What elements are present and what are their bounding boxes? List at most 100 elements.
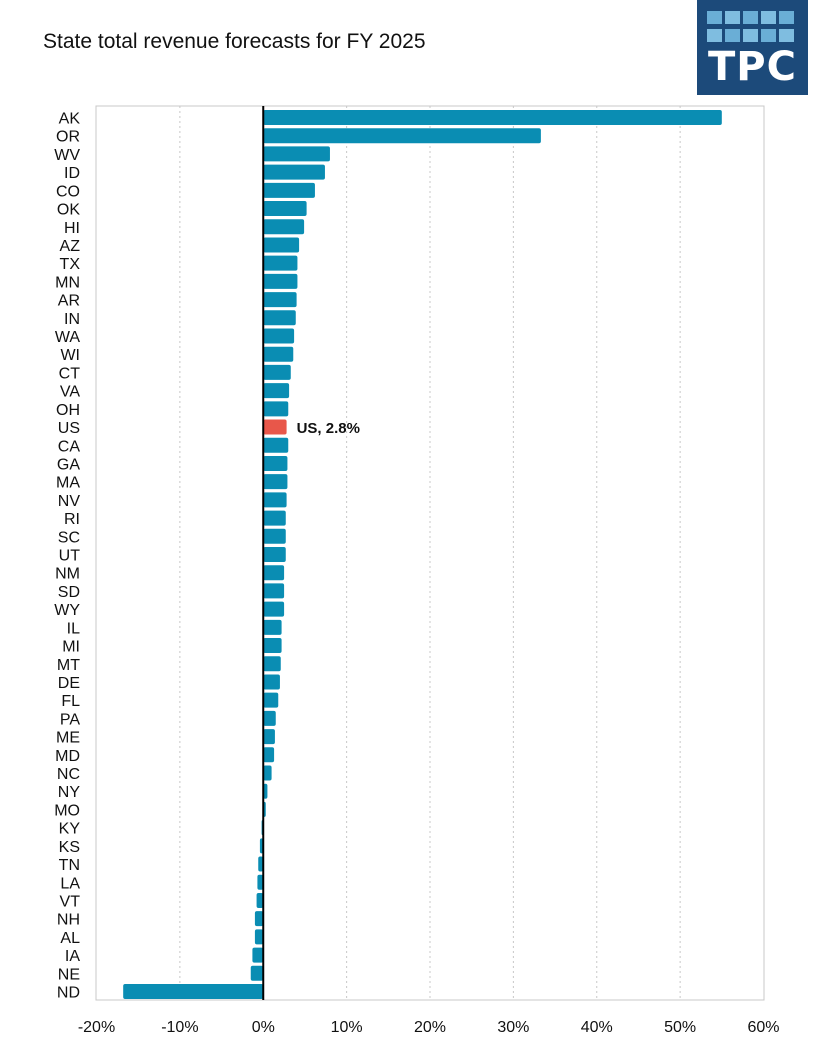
x-tick-label: 30% [497, 1019, 529, 1036]
category-label: FL [61, 693, 80, 710]
bar-ny [263, 783, 268, 799]
bar-vt [256, 892, 264, 908]
category-label: NE [58, 966, 80, 983]
category-label: OH [56, 402, 80, 419]
category-label: LA [60, 875, 80, 892]
logo-tile [779, 11, 794, 24]
category-label: KS [59, 839, 80, 856]
bar-fl [263, 692, 279, 708]
category-label: KY [59, 821, 81, 838]
category-label: NV [58, 493, 81, 510]
category-label: TN [59, 857, 80, 874]
bar-az [263, 237, 300, 253]
category-label: HI [64, 220, 80, 237]
annotation-label: US, 2.8% [297, 420, 360, 437]
category-label: VA [60, 384, 80, 401]
bar-nv [263, 492, 287, 508]
category-label: CO [56, 183, 80, 200]
category-label: TX [60, 256, 81, 273]
category-label: NM [55, 566, 80, 583]
category-label: MD [55, 748, 80, 765]
logo-tile [725, 29, 740, 42]
category-label: NY [58, 784, 81, 801]
bar-ak [263, 110, 722, 125]
x-tick-label: 50% [664, 1019, 696, 1036]
bar-al [254, 929, 264, 945]
category-label: MN [55, 274, 80, 291]
category-label: AK [59, 111, 81, 128]
chart-title: State total revenue forecasts for FY 202… [43, 30, 426, 53]
bar-ri [263, 510, 286, 526]
bar-co [263, 182, 315, 198]
bar-nd [123, 984, 264, 999]
bar-nh [254, 911, 264, 927]
category-label: AR [58, 293, 80, 310]
category-label: PA [60, 711, 80, 728]
category-label: MA [56, 475, 80, 492]
bar-il [263, 619, 282, 635]
category-label: IA [65, 948, 80, 965]
logo-tile [761, 29, 776, 42]
bar-wv [263, 146, 330, 162]
category-label: WI [60, 347, 80, 364]
bar-nc [263, 765, 272, 781]
category-label: IN [64, 311, 80, 328]
bar-tx [263, 255, 298, 271]
logo-tile [707, 29, 722, 42]
category-label: MT [57, 657, 80, 674]
x-tick-label: 0% [252, 1019, 275, 1036]
bar-pa [263, 710, 276, 726]
logo-tile [707, 11, 722, 24]
x-tick-label: 40% [581, 1019, 613, 1036]
category-label: AZ [60, 238, 81, 255]
category-label: WY [54, 602, 80, 619]
category-label: VT [60, 893, 81, 910]
bar-ok [263, 201, 307, 217]
category-label: GA [57, 456, 80, 473]
logo-tile [779, 29, 794, 42]
category-label: OK [57, 202, 80, 219]
bar-ut [263, 547, 286, 562]
bar-or [263, 128, 541, 144]
bar-de [263, 674, 280, 690]
gridlines [179, 106, 681, 1000]
category-label: DE [58, 675, 80, 692]
bar-in [263, 310, 296, 326]
tpc-logo: TPC [697, 0, 808, 95]
x-tick-labels: -20% -10% 0% 10% 20% 30% 40% 50% 60% [78, 1019, 780, 1036]
bar-ca [263, 437, 289, 453]
bar-hi [263, 219, 305, 235]
logo-tile [743, 29, 758, 42]
category-label: NC [57, 766, 80, 783]
category-label: OR [56, 129, 80, 146]
category-label: US [58, 420, 80, 437]
bar-me [263, 729, 275, 745]
category-label: CA [58, 438, 81, 455]
bar-ma [263, 474, 288, 490]
annotations: US, 2.8% [297, 420, 360, 437]
category-label: IL [67, 620, 80, 637]
logo-text: TPC [708, 44, 797, 90]
logo-tile [743, 11, 758, 24]
bar-ia [252, 947, 264, 963]
bar-md [263, 747, 275, 763]
bar-mn [263, 273, 298, 289]
category-label: RI [64, 511, 80, 528]
x-tick-label: 20% [414, 1019, 446, 1036]
logo-tile [761, 11, 776, 24]
bar-va [263, 383, 290, 399]
x-tick-label: -20% [78, 1019, 115, 1036]
bar-wi [263, 346, 294, 362]
bar-wa [263, 328, 295, 344]
category-label: CT [59, 365, 81, 382]
bar-ar [263, 292, 297, 308]
category-label: AL [60, 930, 80, 947]
bar-tn [258, 856, 264, 872]
category-label: ID [64, 165, 80, 182]
category-label: ND [57, 985, 80, 1002]
logo-tile [725, 11, 740, 24]
bar-mi [263, 638, 282, 654]
bar-ga [263, 455, 288, 471]
category-label: WV [54, 147, 80, 164]
